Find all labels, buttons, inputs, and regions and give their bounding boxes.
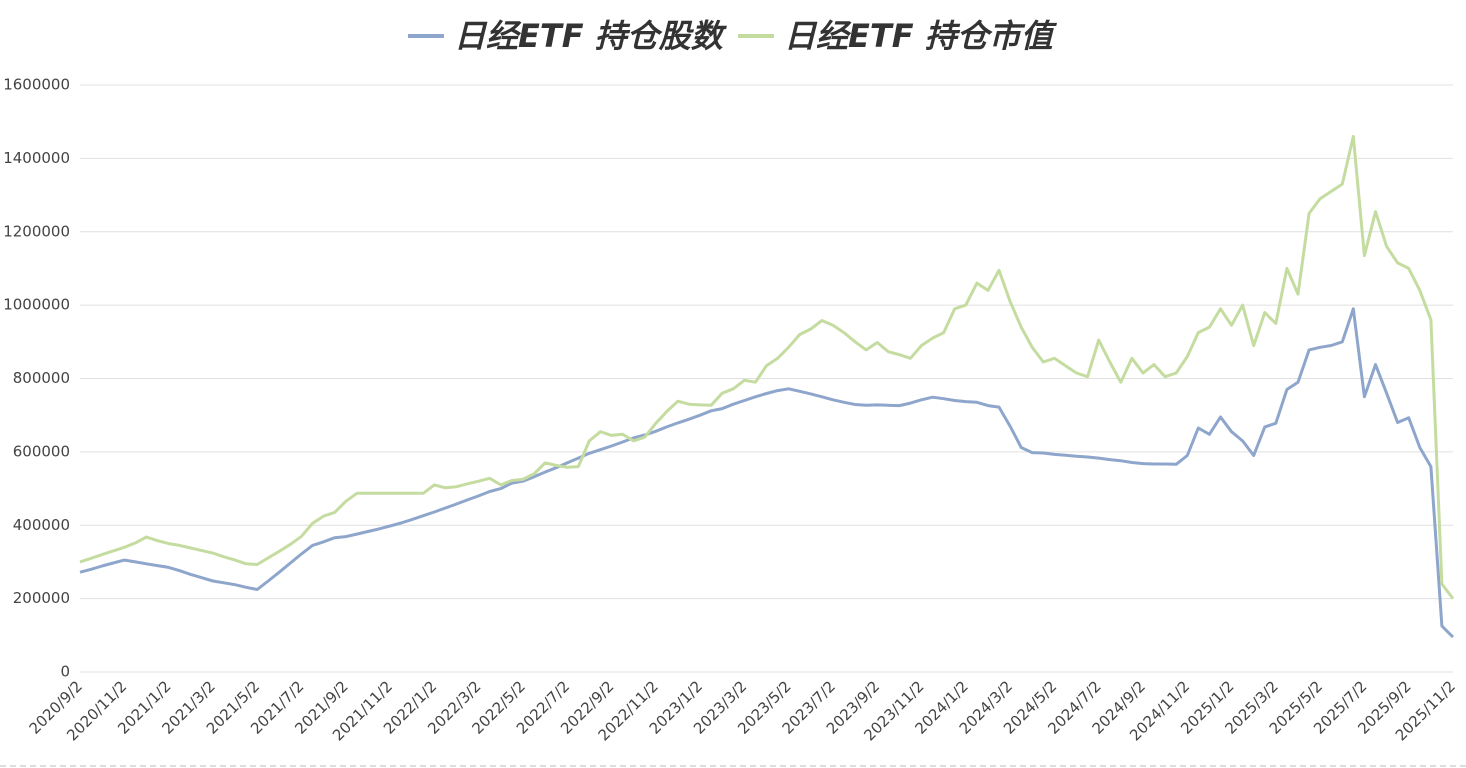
series-line [79,134,1455,600]
y-tick-label: 600000 [13,442,70,460]
y-tick-label: 800000 [13,369,70,387]
y-tick-label: 200000 [13,589,70,607]
legend-label: 日经ETF 持仓市值 [784,17,1058,55]
y-tick-label: 1600000 [3,76,70,94]
y-tick-label: 1000000 [3,296,70,314]
legend-label: 日经ETF 持仓股数 [454,17,728,55]
series-line [79,307,1455,639]
y-tick-label: 1400000 [3,149,70,167]
y-tick-label: 1200000 [3,222,70,240]
y-tick-label: 400000 [13,516,70,534]
y-tick-label: 0 [60,663,70,681]
